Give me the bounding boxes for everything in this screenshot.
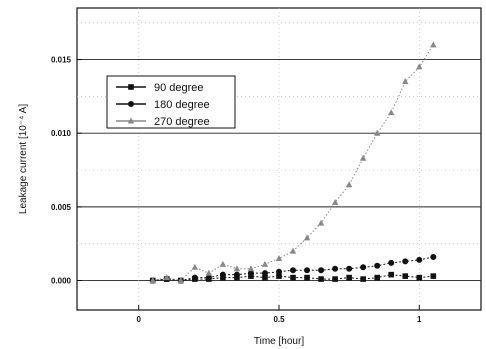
data-point [233, 265, 241, 272]
data-point [275, 254, 283, 261]
data-point [290, 267, 297, 274]
data-point [388, 271, 395, 278]
data-point [205, 269, 213, 276]
data-point [304, 267, 311, 274]
data-point [262, 274, 268, 281]
data-point [430, 273, 437, 279]
y-tick-label: 0.000 [51, 277, 72, 286]
y-tick-label: 0.005 [51, 203, 72, 212]
data-point [289, 247, 297, 254]
x-tick-label: 0.5 [273, 315, 285, 324]
data-point [359, 154, 367, 161]
data-point [276, 268, 282, 275]
data-point [247, 270, 254, 277]
series-layer [149, 41, 437, 284]
data-point [388, 109, 395, 116]
data-point [163, 274, 170, 281]
data-point [261, 260, 269, 267]
data-point [247, 265, 255, 272]
data-point [317, 219, 325, 226]
data-point [304, 274, 310, 281]
data-point [346, 274, 352, 281]
y-axis-title: Leakage current [10⁻⁴ A] [18, 104, 29, 214]
data-point [360, 264, 367, 271]
data-point [177, 277, 185, 284]
data-point [191, 274, 198, 281]
legend-marker [128, 84, 134, 90]
legend: 90 degree 180 degree 270 degree [106, 75, 236, 129]
data-point [233, 271, 240, 278]
data-point [149, 277, 156, 284]
y-tick-label: 0.015 [51, 56, 72, 65]
data-point [276, 273, 282, 279]
x-axis-title: Time [hour] [254, 336, 304, 347]
data-point [318, 276, 324, 282]
legend-marker [127, 117, 135, 124]
data-point [318, 267, 325, 274]
data-point [373, 129, 381, 136]
data-point [191, 263, 199, 270]
data-point [416, 63, 423, 70]
data-point [402, 258, 409, 265]
axis-ticks: 0.000 0.005 0.010 0.015 0 0.5 1 [51, 56, 422, 324]
data-point [430, 253, 437, 260]
data-point [360, 276, 366, 282]
data-point [290, 274, 296, 281]
data-point [402, 78, 409, 85]
data-point [332, 265, 339, 272]
legend-label: 270 degree [154, 116, 210, 128]
y-tick-label: 0.010 [51, 129, 72, 138]
x-tick-label: 0 [136, 315, 141, 324]
data-point [388, 259, 395, 266]
data-point [374, 274, 380, 281]
data-point [345, 181, 353, 188]
data-point [219, 271, 226, 278]
x-tick-label: 1 [417, 315, 422, 324]
data-point [332, 276, 338, 282]
legend-marker [128, 101, 134, 107]
data-point [261, 270, 268, 277]
legend-label: 90 degree [154, 82, 204, 94]
data-point [416, 274, 423, 281]
series-triangle [149, 41, 437, 284]
data-point [416, 256, 423, 263]
grid-lines [77, 8, 481, 310]
data-point [331, 198, 339, 205]
data-point [303, 234, 311, 241]
data-point [374, 262, 381, 269]
data-point [430, 41, 437, 48]
data-point [346, 265, 353, 272]
data-point [402, 273, 409, 279]
legend-label: 180 degree [154, 99, 210, 111]
data-point [205, 274, 212, 281]
data-point [219, 260, 227, 267]
